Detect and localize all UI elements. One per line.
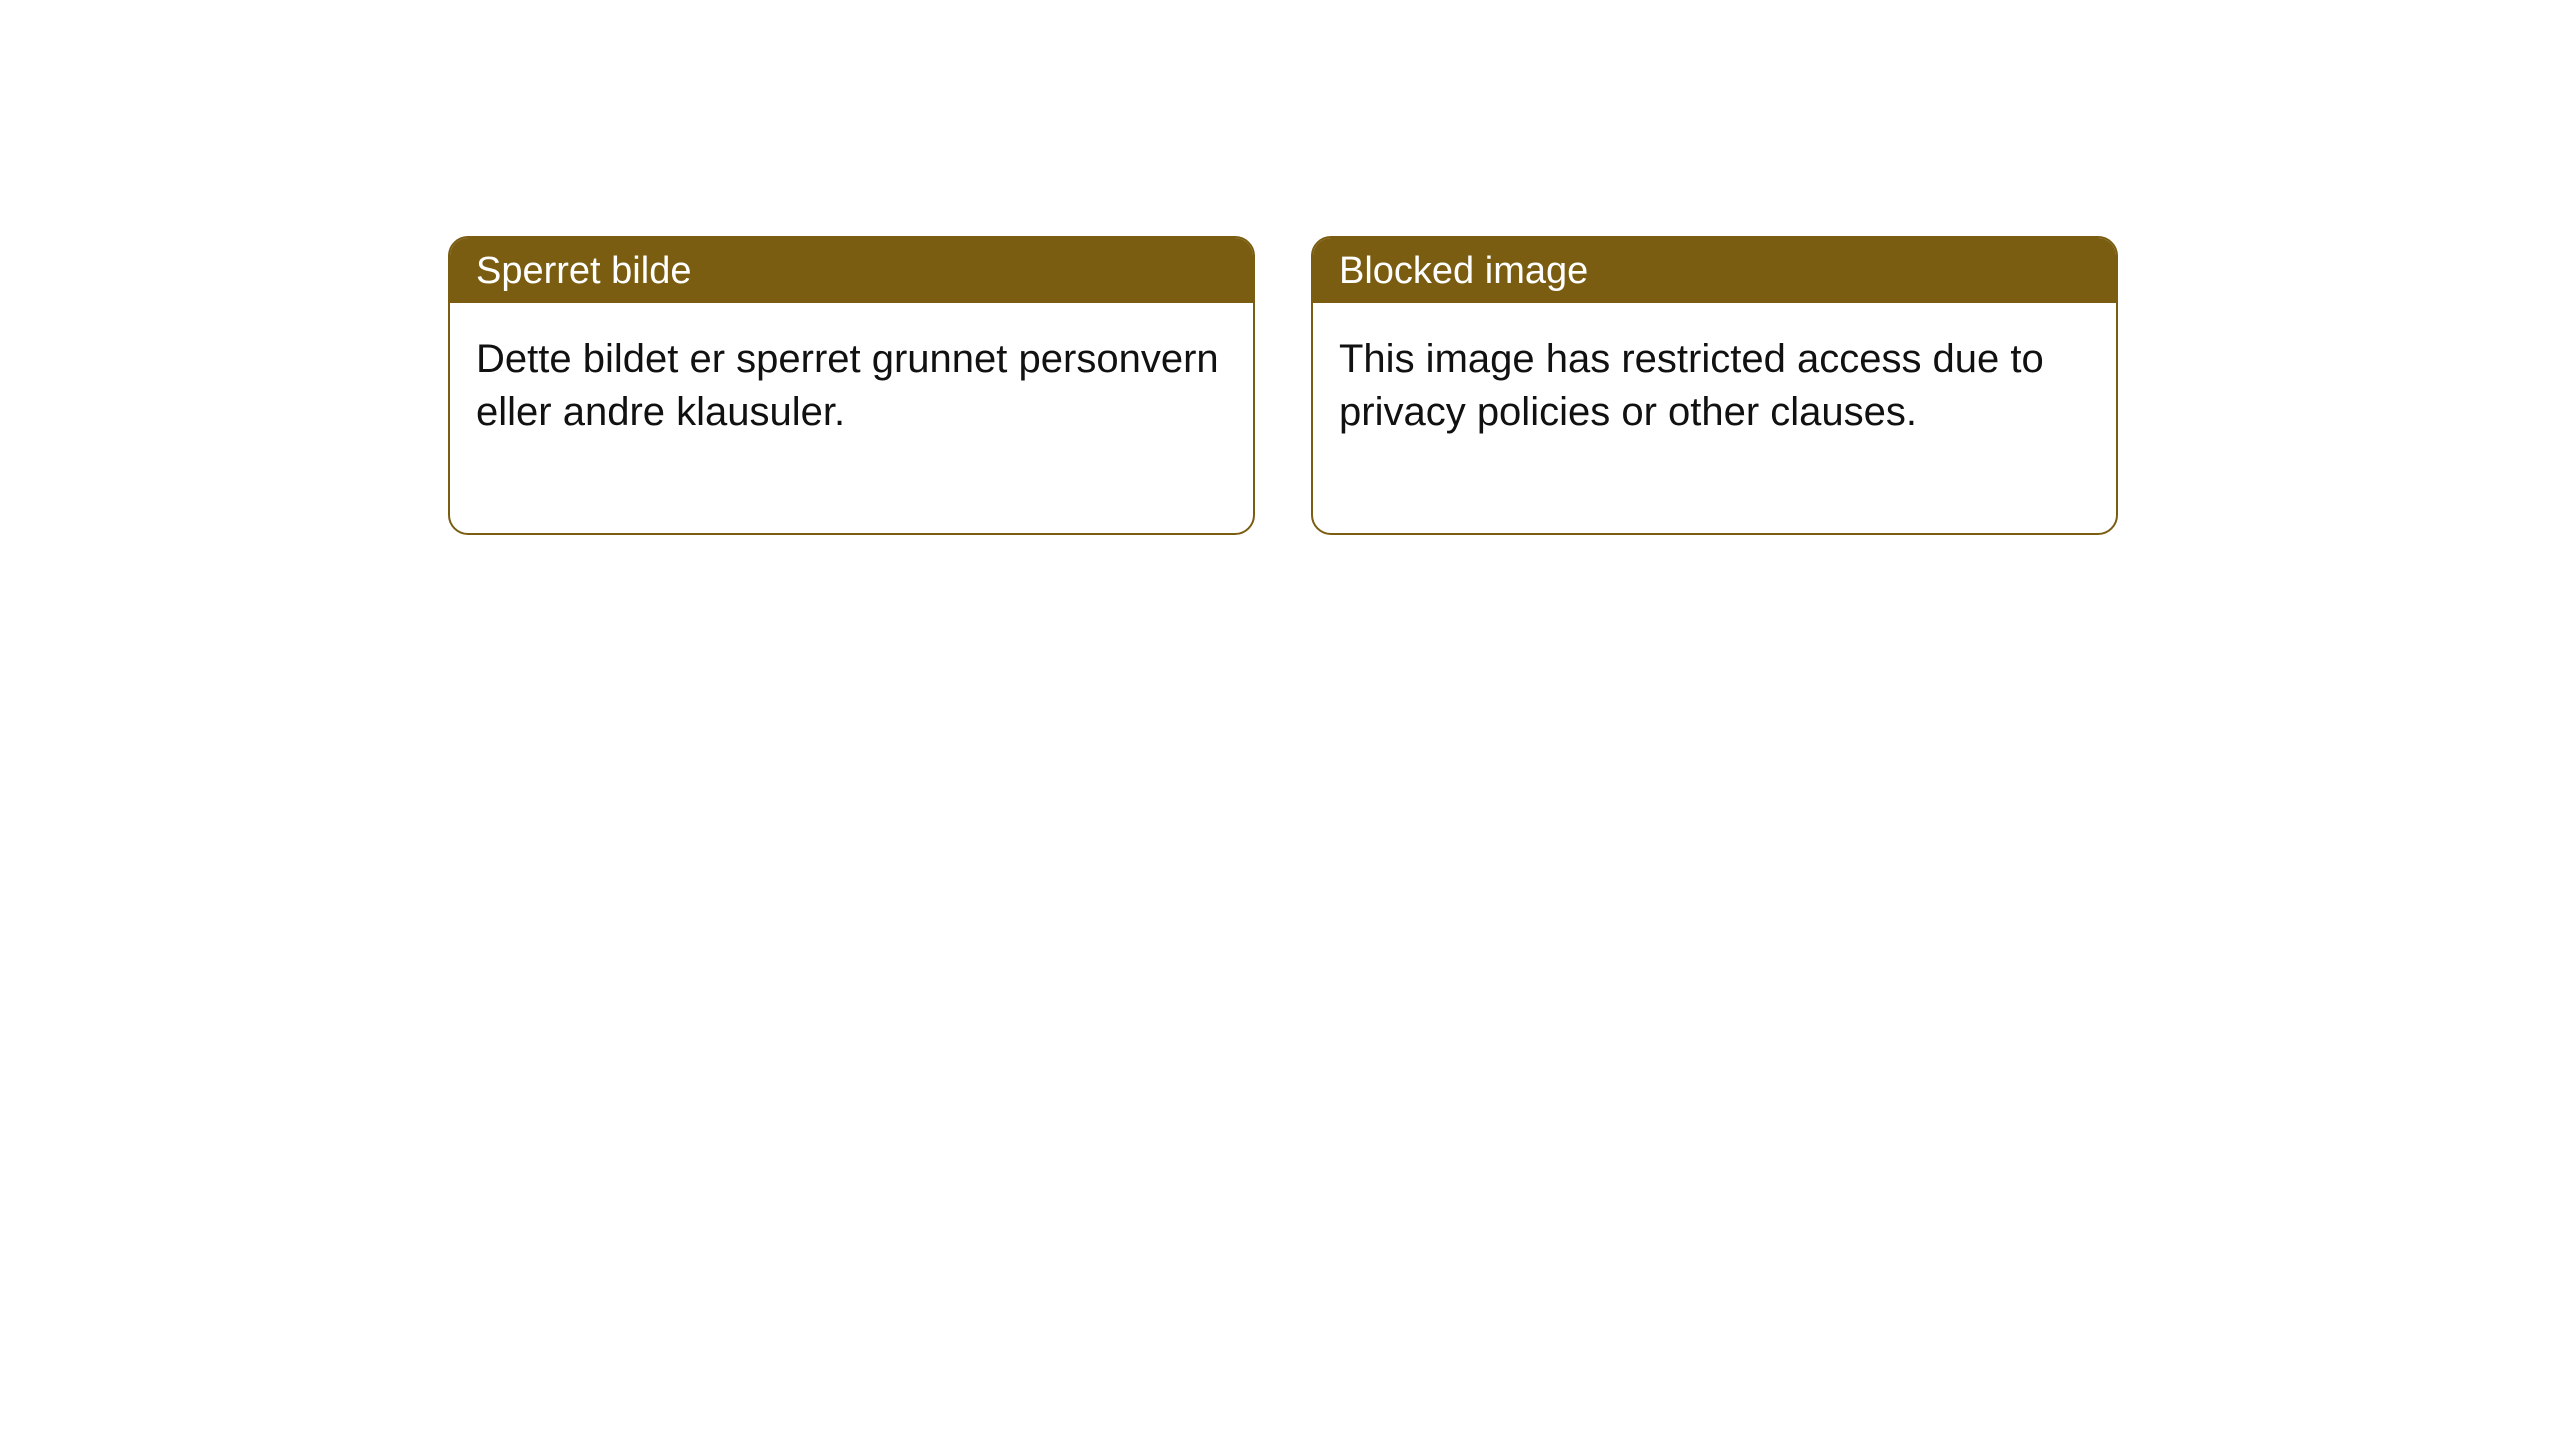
card-header: Sperret bilde xyxy=(450,238,1253,303)
card-header: Blocked image xyxy=(1313,238,2116,303)
card-title: Blocked image xyxy=(1339,250,1588,292)
card-body: This image has restricted access due to … xyxy=(1313,303,2116,533)
notice-cards-row: Sperret bilde Dette bildet er sperret gr… xyxy=(448,236,2118,535)
card-message: Dette bildet er sperret grunnet personve… xyxy=(476,337,1219,434)
card-message: This image has restricted access due to … xyxy=(1339,337,2044,434)
card-title: Sperret bilde xyxy=(476,250,691,292)
card-body: Dette bildet er sperret grunnet personve… xyxy=(450,303,1253,533)
blocked-image-card-no: Sperret bilde Dette bildet er sperret gr… xyxy=(448,236,1255,535)
blocked-image-card-en: Blocked image This image has restricted … xyxy=(1311,236,2118,535)
